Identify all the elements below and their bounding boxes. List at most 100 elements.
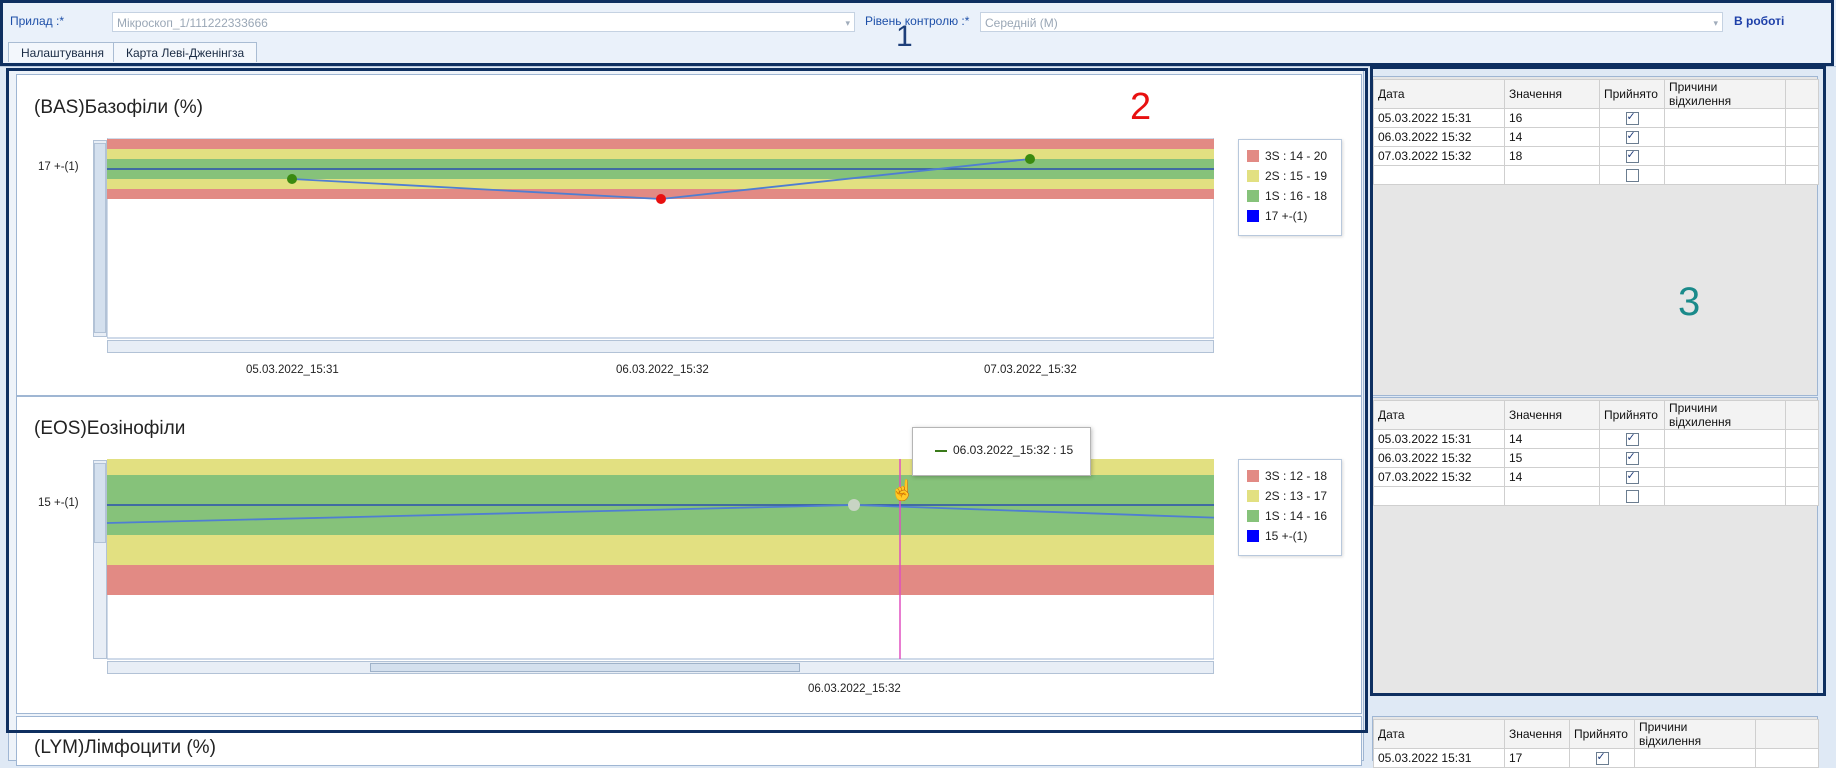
chart-title-eos: (EOS)Еозінофіли [34,418,186,439]
cell-date[interactable]: 05.03.2022 15:31 [1373,429,1505,449]
col-reason[interactable]: Причини відхилення [1664,400,1786,430]
cell-accepted[interactable] [1599,108,1665,128]
cell-extra [1785,467,1819,487]
cell-accepted[interactable] [1599,486,1665,506]
accepted-checkbox[interactable] [1625,431,1639,447]
legend-label: 15 +-(1) [1265,529,1308,543]
cell-extra [1785,127,1819,147]
cell-date[interactable]: 05.03.2022 15:31 [1373,748,1505,768]
cell-value[interactable]: 18 [1504,146,1600,166]
cell-accepted[interactable] [1569,748,1635,768]
chart-bas-y-tick: 17 +-(1) [38,161,79,173]
grid-bas-table: Дата Значення Прийнято Причини відхиленн… [1373,79,1819,185]
new-row[interactable] [1373,165,1819,185]
cell-accepted[interactable] [1599,146,1665,166]
accepted-checkbox[interactable] [1625,148,1639,164]
cell-value[interactable]: 14 [1504,127,1600,147]
col-accepted[interactable]: Прийнято [1599,79,1665,109]
level-label: Рівень контролю :* [865,14,970,28]
col-value[interactable]: Значення [1504,719,1570,749]
cell-reason[interactable] [1664,448,1786,468]
cell-reason[interactable] [1664,108,1786,128]
col-date[interactable]: Дата [1373,719,1505,749]
cell-accepted[interactable] [1599,429,1665,449]
chart-eos-hscroll-thumb[interactable] [370,663,800,672]
device-value: Мікроскоп_1/111222333666 [117,16,268,30]
cell-accepted[interactable] [1599,448,1665,468]
accepted-checkbox[interactable] [1625,169,1639,183]
cell-accepted[interactable] [1599,165,1665,185]
data-point [848,499,860,511]
cell-date[interactable]: 07.03.2022 15:32 [1373,146,1505,166]
legend-swatch [1247,470,1259,482]
grid-lym: Дата Значення Прийнято Причини відхиленн… [1372,716,1819,768]
cell-date[interactable] [1373,165,1505,185]
col-reason[interactable]: Причини відхилення [1664,79,1786,109]
legend-item: 2S : 15 - 19 [1247,166,1333,186]
chevron-down-icon: ▾ [1713,18,1718,28]
annotation-3: 3 [1678,280,1701,324]
chevron-down-icon: ▾ [845,18,850,28]
accepted-checkbox[interactable] [1595,750,1609,766]
table-row[interactable]: 07.03.2022 15:32 18 [1373,146,1819,166]
new-row[interactable] [1373,486,1819,506]
chart-bas-horizontal-scrollbar[interactable] [107,340,1214,353]
col-reason[interactable]: Причини відхилення [1634,719,1756,749]
col-accepted[interactable]: Прийнято [1599,400,1665,430]
accepted-checkbox[interactable] [1625,490,1639,504]
cell-accepted[interactable] [1599,127,1665,147]
col-date[interactable]: Дата [1373,79,1505,109]
cell-reason[interactable] [1664,165,1786,185]
accepted-checkbox[interactable] [1625,469,1639,485]
cell-value[interactable]: 16 [1504,108,1600,128]
cell-reason[interactable] [1664,146,1786,166]
cell-reason[interactable] [1634,748,1756,768]
chart-eos-x-label: 06.03.2022_15:32 [808,683,901,695]
legend-swatch [1247,490,1259,502]
cell-reason[interactable] [1664,467,1786,487]
legend-swatch [1247,190,1259,202]
chart-tooltip: 06.03.2022_15:32 : 15 [912,427,1091,476]
table-row[interactable]: 05.03.2022 15:31 17 [1373,748,1819,768]
level-select[interactable]: Середній (М) ▾ [980,12,1723,32]
region-box-3 [1370,66,1826,696]
chart-eos-vscroll-thumb[interactable] [94,463,106,543]
legend-label: 2S : 15 - 19 [1265,169,1328,183]
col-accepted[interactable]: Прийнято [1569,719,1635,749]
device-select[interactable]: Мікроскоп_1/111222333666 ▾ [112,12,855,32]
legend-swatch [1247,210,1259,222]
cell-date[interactable]: 06.03.2022 15:32 [1373,127,1505,147]
cell-reason[interactable] [1664,429,1786,449]
cell-value[interactable]: 14 [1504,467,1600,487]
accepted-checkbox[interactable] [1625,450,1639,466]
chart-panel-lym [16,716,1362,766]
cell-date[interactable] [1373,486,1505,506]
cell-value[interactable]: 17 [1504,748,1570,768]
annotation-2: 2 [1130,86,1152,128]
status-label: В роботі [1734,14,1785,28]
accepted-checkbox[interactable] [1625,110,1639,126]
legend-swatch [1247,510,1259,522]
cell-date[interactable]: 07.03.2022 15:32 [1373,467,1505,487]
table-row[interactable]: 05.03.2022 15:31 14 [1373,429,1819,449]
tab-settings[interactable]: Налаштування [8,42,117,62]
cell-value[interactable] [1504,486,1600,506]
col-date[interactable]: Дата [1373,400,1505,430]
legend-item: 3S : 12 - 18 [1247,466,1333,486]
cell-accepted[interactable] [1599,467,1665,487]
cell-date[interactable]: 05.03.2022 15:31 [1373,108,1505,128]
tab-levey-jennings-chart[interactable]: Карта Леві-Дженінгза [113,42,258,62]
grid-header-row: Дата Значення Прийнято Причини відхиленн… [1373,79,1819,109]
table-row[interactable]: 07.03.2022 15:32 14 [1373,467,1819,487]
table-row[interactable]: 06.03.2022 15:32 14 [1373,127,1819,147]
legend-label: 1S : 14 - 16 [1265,509,1328,523]
cell-date[interactable]: 06.03.2022 15:32 [1373,448,1505,468]
chart-bas-x-label-2: 06.03.2022_15:32 [616,364,709,376]
legend-label: 3S : 14 - 20 [1265,149,1328,163]
cell-reason[interactable] [1664,486,1786,506]
table-row[interactable]: 05.03.2022 15:31 16 [1373,108,1819,128]
tooltip-series-marker [935,450,947,452]
col-extra [1785,400,1819,430]
accepted-checkbox[interactable] [1625,129,1639,145]
chart-bas-vscroll-thumb[interactable] [94,143,106,333]
